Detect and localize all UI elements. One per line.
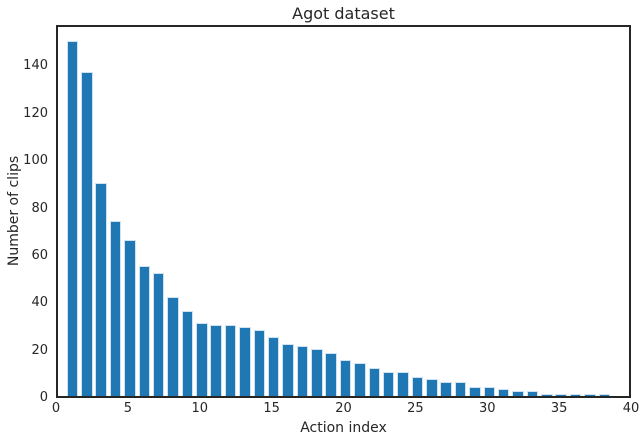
y-axis-label: Number of clips	[6, 155, 22, 267]
bar-21	[354, 362, 366, 396]
x-tick-label: 40	[622, 401, 640, 416]
bar-34	[541, 393, 553, 396]
bar-4	[109, 220, 122, 396]
bar-33	[526, 391, 539, 396]
y-tick-label: 40	[31, 295, 48, 311]
bar-20	[339, 360, 352, 396]
bar-25	[411, 377, 424, 396]
bar-22	[368, 367, 380, 396]
x-tick-label: 25	[407, 401, 424, 416]
x-tick-label: 5	[123, 401, 133, 416]
bar-37	[584, 393, 596, 396]
bar-36	[569, 393, 582, 396]
bar-13	[239, 327, 251, 396]
bars-container	[58, 27, 629, 396]
bar-27	[440, 381, 452, 396]
bar-14	[253, 329, 265, 396]
bar-1	[66, 40, 79, 396]
bar-31	[497, 388, 510, 396]
y-tick-label: 100	[23, 153, 48, 169]
bar-9	[181, 310, 194, 396]
y-tick-label: 80	[31, 200, 48, 216]
bar-3	[95, 182, 107, 396]
bar-19	[325, 353, 337, 396]
x-tick-label: 30	[478, 401, 496, 416]
bar-29	[469, 386, 481, 396]
bar-38	[598, 393, 610, 396]
bar-35	[555, 393, 567, 396]
bar-12	[224, 324, 237, 396]
bar-23	[382, 372, 395, 396]
bar-28	[454, 381, 467, 396]
y-tick-label: 60	[31, 247, 48, 263]
x-tick-label: 0	[51, 401, 61, 416]
y-tick-label: 140	[23, 58, 48, 74]
x-tick-label: 35	[550, 401, 568, 416]
bar-11	[210, 324, 222, 396]
y-tick-label: 0	[39, 390, 48, 405]
x-tick-label: 15	[263, 401, 280, 416]
bar-32	[512, 391, 524, 396]
chart-title: Agot dataset	[292, 4, 395, 23]
bar-24	[397, 372, 409, 396]
x-tick-label: 10	[191, 401, 209, 416]
bar-6	[138, 265, 150, 396]
bar-15	[267, 336, 280, 396]
bar-10	[196, 322, 208, 396]
bar-18	[311, 348, 323, 396]
bar-30	[483, 386, 495, 396]
bar-2	[81, 71, 93, 396]
y-tick-label: 20	[31, 342, 48, 358]
bar-17	[296, 346, 309, 396]
bar-8	[167, 296, 179, 396]
x-tick-label: 20	[335, 401, 352, 416]
plot-area	[56, 25, 631, 398]
bar-5	[124, 239, 136, 396]
bar-16	[282, 343, 294, 396]
bar-26	[426, 379, 438, 396]
y-tick-label: 120	[23, 105, 48, 121]
x-axis-label: Action index	[300, 420, 387, 436]
bar-7	[152, 272, 165, 396]
